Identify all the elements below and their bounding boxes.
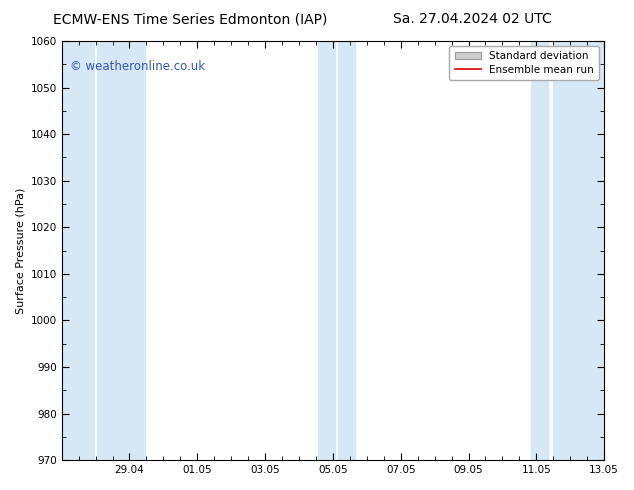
Y-axis label: Surface Pressure (hPa): Surface Pressure (hPa) (15, 187, 25, 314)
Bar (97, 41, 145, 460)
Bar (61, 41, 94, 460)
Bar (531, 41, 548, 460)
Text: Sa. 27.04.2024 02 UTC: Sa. 27.04.2024 02 UTC (393, 12, 552, 26)
Bar (553, 41, 604, 460)
Legend: Standard deviation, Ensemble mean run: Standard deviation, Ensemble mean run (450, 46, 599, 80)
Text: © weatheronline.co.uk: © weatheronline.co.uk (70, 60, 205, 73)
Text: ECMW-ENS Time Series Edmonton (IAP): ECMW-ENS Time Series Edmonton (IAP) (53, 12, 327, 26)
Bar (338, 41, 355, 460)
Bar (318, 41, 335, 460)
